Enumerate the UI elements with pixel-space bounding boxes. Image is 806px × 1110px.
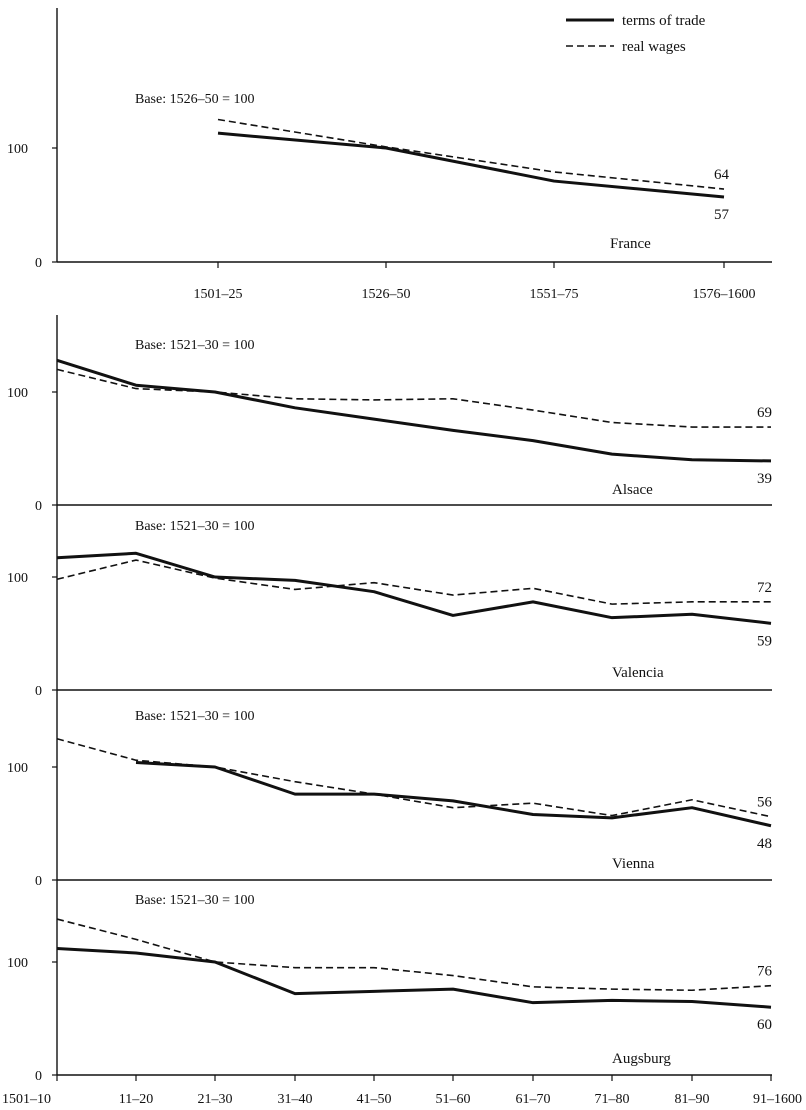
x-tick-label: 51–60 xyxy=(436,1092,471,1107)
real-wages-line xyxy=(217,118,725,190)
place-label: Valencia xyxy=(612,665,664,681)
place-label: France xyxy=(610,236,651,252)
panel-france: 0 100 1501–25 1526–50 1551–75 1576–1600 Base: … xyxy=(7,8,772,302)
real-wages-end-label: 76 xyxy=(757,964,773,980)
terms-of-trade-line xyxy=(217,131,725,199)
terms-of-trade-end-label: 57 xyxy=(714,207,730,223)
panel-vienna: 0 100 Base: 1521–30 = 100 Vienna 48 56 xyxy=(7,690,773,889)
x-tick-label: 61–70 xyxy=(516,1092,551,1107)
chart-panels: 0 100 1501–25 1526–50 1551–75 1576–1600 Base: … xyxy=(2,8,802,1107)
x-tick-label: 21–30 xyxy=(198,1092,233,1107)
y-tick-label: 0 xyxy=(35,874,42,889)
panel-augsburg: 0 100 1501–10 11–20 21–30 31–40 41–50 51–60 61–7… xyxy=(2,880,802,1107)
real-wages-line xyxy=(56,918,772,992)
base-note: Base: 1521–30 = 100 xyxy=(135,338,255,353)
x-tick-label: 1501–25 xyxy=(194,287,243,302)
legend: terms of trade real wages xyxy=(566,13,706,55)
x-tick-label: 31–40 xyxy=(278,1092,313,1107)
terms-of-trade-end-label: 39 xyxy=(757,471,772,487)
terms-of-trade-line xyxy=(135,760,772,828)
real-wages-end-label: 56 xyxy=(757,795,773,811)
base-note: Base: 1521–30 = 100 xyxy=(135,519,255,534)
legend-label-terms-of-trade: terms of trade xyxy=(622,13,706,29)
base-note: Base: 1521–30 = 100 xyxy=(135,893,255,908)
x-tick-label: 91–1600 xyxy=(753,1092,802,1107)
real-wages-end-label: 72 xyxy=(757,580,772,596)
real-wages-end-label: 69 xyxy=(757,405,772,421)
y-tick-label: 100 xyxy=(7,386,28,401)
y-tick-label: 100 xyxy=(7,142,28,157)
panel-valencia: 0 100 Base: 1521–30 = 100 Valencia 59 72 xyxy=(7,505,772,699)
y-tick-label: 100 xyxy=(7,571,28,586)
x-tick-label: 81–90 xyxy=(675,1092,710,1107)
terms-of-trade-line xyxy=(56,946,772,1009)
real-wages-end-label: 64 xyxy=(714,167,730,183)
x-tick-label: 11–20 xyxy=(119,1092,153,1107)
terms-of-trade-line xyxy=(56,358,772,463)
legend-label-real-wages: real wages xyxy=(622,39,686,55)
terms-of-trade-end-label: 60 xyxy=(757,1017,772,1033)
y-tick-label: 0 xyxy=(35,684,42,699)
x-tick-label: 71–80 xyxy=(595,1092,630,1107)
y-tick-label: 0 xyxy=(35,1069,42,1084)
real-wages-line xyxy=(56,737,772,818)
y-tick-label: 0 xyxy=(35,256,42,271)
x-tick-label: 1576–1600 xyxy=(693,287,756,302)
base-note: Base: 1521–30 = 100 xyxy=(135,709,255,724)
terms-of-trade-line xyxy=(56,551,772,625)
place-label: Augsburg xyxy=(612,1051,671,1067)
terms-of-trade-end-label: 48 xyxy=(757,836,772,852)
y-tick-label: 100 xyxy=(7,761,28,776)
panel-alsace: 0 100 Base: 1521–30 = 100 Alsace 39 69 xyxy=(7,315,772,514)
x-tick-label: 1501–10 xyxy=(2,1092,51,1107)
place-label: Alsace xyxy=(612,482,653,498)
y-tick-label: 100 xyxy=(7,956,28,971)
place-label: Vienna xyxy=(612,856,655,872)
real-wages-line xyxy=(56,368,771,428)
terms-of-trade-end-label: 59 xyxy=(757,633,772,649)
x-tick-label: 1551–75 xyxy=(530,287,579,302)
real-wages-line xyxy=(56,559,771,605)
x-tick-label: 1526–50 xyxy=(362,287,411,302)
y-tick-label: 0 xyxy=(35,499,42,514)
base-note: Base: 1526–50 = 100 xyxy=(135,92,255,107)
x-tick-label: 41–50 xyxy=(357,1092,392,1107)
